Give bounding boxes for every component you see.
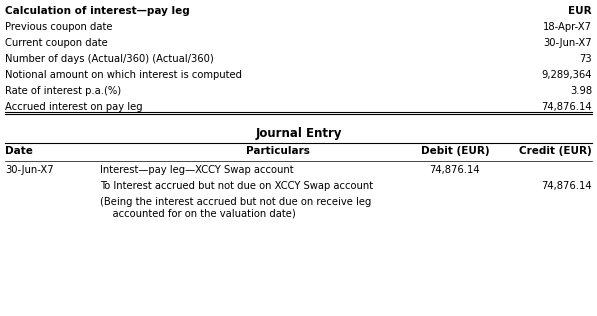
Text: Date: Date	[5, 146, 33, 156]
Text: Debit (EUR): Debit (EUR)	[421, 146, 490, 156]
Text: 73: 73	[579, 54, 592, 64]
Text: Journal Entry: Journal Entry	[256, 127, 341, 140]
Text: 30-Jun-X7: 30-Jun-X7	[543, 38, 592, 48]
Text: Number of days (Actual/360) (Actual/360): Number of days (Actual/360) (Actual/360)	[5, 54, 214, 64]
Text: 74,876.14: 74,876.14	[541, 181, 592, 191]
Text: 9,289,364: 9,289,364	[541, 70, 592, 80]
Text: Credit (EUR): Credit (EUR)	[519, 146, 592, 156]
Text: Calculation of interest—pay leg: Calculation of interest—pay leg	[5, 6, 190, 16]
Text: To Interest accrued but not due on XCCY Swap account: To Interest accrued but not due on XCCY …	[100, 181, 373, 191]
Text: EUR: EUR	[568, 6, 592, 16]
Text: 74,876.14: 74,876.14	[541, 102, 592, 112]
Text: (Being the interest accrued but not due on receive leg
    accounted for on the : (Being the interest accrued but not due …	[100, 197, 371, 219]
Text: 18-Apr-X7: 18-Apr-X7	[543, 22, 592, 32]
Text: Particulars: Particulars	[245, 146, 309, 156]
Text: Rate of interest p.a.(%): Rate of interest p.a.(%)	[5, 86, 121, 96]
Text: 74,876.14: 74,876.14	[430, 165, 481, 175]
Text: 30-Jun-X7: 30-Jun-X7	[5, 165, 54, 175]
Text: Notional amount on which interest is computed: Notional amount on which interest is com…	[5, 70, 242, 80]
Text: Interest—pay leg—XCCY Swap account: Interest—pay leg—XCCY Swap account	[100, 165, 294, 175]
Text: Current coupon date: Current coupon date	[5, 38, 107, 48]
Text: Previous coupon date: Previous coupon date	[5, 22, 112, 32]
Text: Accrued interest on pay leg: Accrued interest on pay leg	[5, 102, 143, 112]
Text: 3.98: 3.98	[570, 86, 592, 96]
